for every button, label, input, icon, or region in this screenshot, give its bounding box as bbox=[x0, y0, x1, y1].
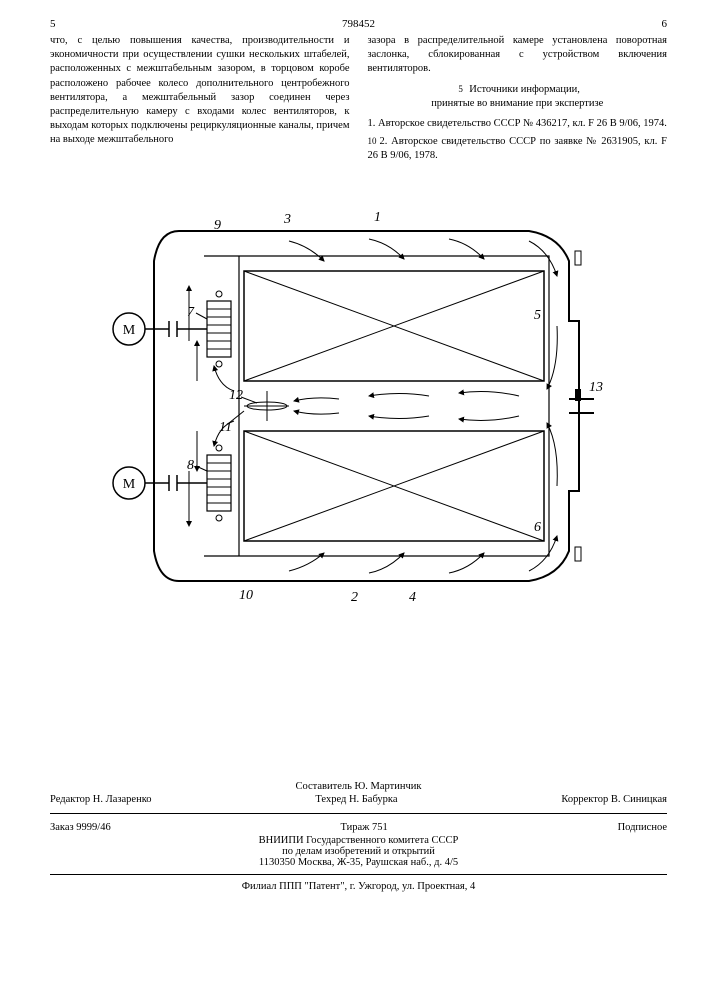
label-8: 8 bbox=[187, 458, 194, 473]
org3: 1130350 Москва, Ж-35, Раушская наб., д. … bbox=[50, 857, 667, 868]
tirazh: Тираж 751 bbox=[340, 822, 387, 833]
editor: Редактор Н. Лазаренко bbox=[50, 794, 152, 805]
label-12: 12 bbox=[229, 388, 243, 403]
label-2: 2 bbox=[351, 590, 358, 605]
divider-2 bbox=[50, 874, 667, 875]
fan-lower bbox=[207, 445, 231, 521]
label-4: 4 bbox=[409, 590, 416, 605]
org2: по делам изобретений и открытий bbox=[50, 846, 667, 857]
corrector: Корректор В. Синицкая bbox=[561, 794, 667, 805]
line-10: 10 bbox=[368, 135, 380, 147]
col-num-left: 5 bbox=[50, 18, 56, 30]
refs-title: 5 Источники информации, принятые во вним… bbox=[368, 83, 668, 111]
fan-upper bbox=[207, 291, 231, 367]
filial: Филиал ППП "Патент", г. Ужгород, ул. Про… bbox=[50, 881, 667, 892]
label-3: 3 bbox=[283, 212, 291, 227]
org1: ВНИИПИ Государственного комитета СССР bbox=[50, 835, 667, 846]
col-num-right: 6 bbox=[662, 18, 668, 30]
label-1: 1 bbox=[374, 210, 381, 225]
left-column: что, с целью повышения качества, произво… bbox=[50, 34, 350, 163]
label-7: 7 bbox=[187, 305, 195, 320]
label-9: 9 bbox=[214, 218, 221, 233]
refs-title-2: принятые во внимание при экспертизе bbox=[431, 98, 603, 109]
divider-1 bbox=[50, 813, 667, 814]
techred: Техред Н. Бабурка bbox=[315, 794, 397, 805]
damper bbox=[244, 391, 289, 421]
footer: Составитель Ю. Мартинчик Редактор Н. Лаз… bbox=[50, 781, 667, 892]
svg-text:М: М bbox=[122, 477, 135, 492]
label-10: 10 bbox=[239, 588, 253, 603]
compiler: Составитель Ю. Мартинчик bbox=[50, 781, 667, 792]
ref-1: 1. Авторское свидетельство СССР № 436217… bbox=[368, 117, 668, 131]
svg-text:М: М bbox=[122, 323, 135, 338]
patent-figure: М М bbox=[89, 191, 629, 621]
credits-row: Редактор Н. Лазаренко Техред Н. Бабурка … bbox=[50, 792, 667, 807]
body-left: что, с целью повышения качества, произво… bbox=[50, 35, 350, 145]
ref-2: 102. Авторское свидетельство СССР по зая… bbox=[368, 135, 668, 163]
doc-number: 798452 bbox=[342, 18, 375, 30]
label-5: 5 bbox=[534, 308, 541, 323]
page: 5 798452 6 что, с целью повышения качест… bbox=[0, 0, 707, 912]
podpisnoe: Подписное bbox=[618, 822, 667, 833]
line-5: 5 bbox=[455, 83, 467, 95]
label-6: 6 bbox=[534, 520, 541, 535]
column-numbers: 5 798452 6 bbox=[50, 18, 667, 30]
refs-title-1: Источники информации, bbox=[469, 84, 580, 95]
text-columns: что, с целью повышения качества, произво… bbox=[50, 34, 667, 163]
label-13: 13 bbox=[589, 380, 603, 395]
right-column: зазора в распределительной камере устано… bbox=[368, 34, 668, 163]
chamber-outline bbox=[154, 231, 579, 581]
order: Заказ 9999/46 bbox=[50, 822, 111, 833]
body-right-1: зазора в распределительной камере устано… bbox=[368, 34, 668, 77]
order-row: Заказ 9999/46 Тираж 751 Подписное bbox=[50, 820, 667, 835]
